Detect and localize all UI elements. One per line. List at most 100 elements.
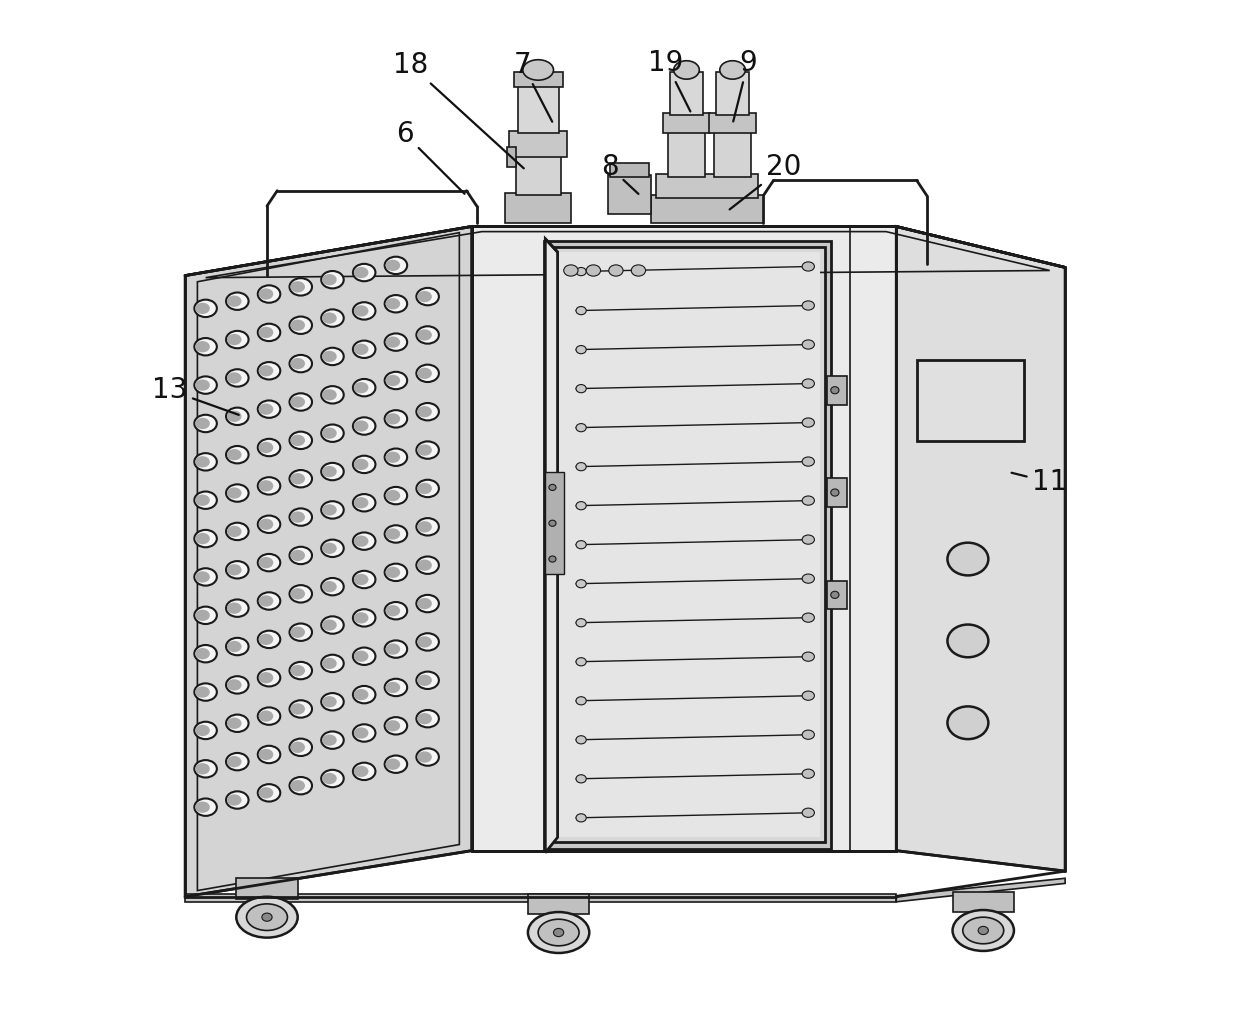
Ellipse shape [802, 808, 815, 818]
Ellipse shape [289, 585, 312, 602]
Ellipse shape [353, 303, 376, 320]
Ellipse shape [577, 385, 587, 393]
Ellipse shape [289, 662, 312, 679]
Ellipse shape [321, 578, 343, 595]
Ellipse shape [802, 731, 815, 740]
Bar [916, 359, 1024, 441]
Polygon shape [471, 227, 897, 851]
Ellipse shape [802, 418, 815, 427]
Ellipse shape [195, 760, 217, 778]
Ellipse shape [289, 355, 312, 372]
Ellipse shape [353, 264, 376, 281]
Polygon shape [610, 163, 649, 177]
Ellipse shape [226, 676, 248, 694]
Ellipse shape [802, 301, 815, 310]
Ellipse shape [631, 265, 646, 276]
Ellipse shape [417, 672, 439, 689]
Ellipse shape [386, 682, 401, 694]
Ellipse shape [195, 491, 217, 509]
Ellipse shape [195, 457, 210, 468]
Ellipse shape [417, 521, 432, 532]
Ellipse shape [290, 358, 305, 369]
Ellipse shape [417, 710, 439, 727]
Ellipse shape [290, 742, 305, 753]
Text: 18: 18 [393, 51, 523, 168]
Ellipse shape [258, 669, 280, 686]
Ellipse shape [259, 557, 273, 568]
Ellipse shape [227, 641, 242, 653]
Ellipse shape [577, 346, 587, 354]
Ellipse shape [577, 307, 587, 315]
Ellipse shape [195, 645, 217, 663]
Ellipse shape [384, 563, 407, 581]
Ellipse shape [237, 897, 298, 938]
Ellipse shape [195, 801, 210, 813]
Polygon shape [185, 894, 897, 902]
Ellipse shape [289, 509, 312, 525]
Text: 20: 20 [729, 153, 801, 209]
Ellipse shape [195, 418, 210, 429]
Ellipse shape [577, 619, 587, 627]
Polygon shape [897, 878, 1065, 902]
Ellipse shape [289, 739, 312, 756]
Ellipse shape [259, 672, 273, 683]
Ellipse shape [227, 564, 242, 576]
Polygon shape [513, 72, 563, 87]
Ellipse shape [802, 574, 815, 583]
Ellipse shape [322, 504, 337, 516]
Bar [952, 892, 1014, 912]
Ellipse shape [290, 665, 305, 676]
Ellipse shape [353, 344, 368, 355]
Bar [827, 376, 847, 404]
Ellipse shape [289, 777, 312, 794]
Polygon shape [670, 72, 703, 115]
Ellipse shape [353, 574, 368, 585]
Ellipse shape [321, 386, 343, 403]
Ellipse shape [353, 689, 368, 701]
Ellipse shape [321, 617, 343, 634]
Ellipse shape [577, 268, 587, 276]
Ellipse shape [417, 441, 439, 459]
Ellipse shape [577, 424, 587, 432]
Ellipse shape [290, 511, 305, 522]
Ellipse shape [322, 773, 337, 784]
Ellipse shape [258, 362, 280, 380]
Text: 13: 13 [153, 377, 239, 415]
Ellipse shape [577, 580, 587, 588]
Ellipse shape [290, 319, 305, 331]
Ellipse shape [322, 581, 337, 592]
Text: 6: 6 [397, 120, 465, 194]
Ellipse shape [195, 300, 217, 317]
Ellipse shape [353, 727, 368, 739]
Ellipse shape [384, 640, 407, 658]
Ellipse shape [802, 496, 815, 505]
Ellipse shape [195, 648, 210, 660]
Ellipse shape [258, 400, 280, 418]
Ellipse shape [386, 337, 401, 348]
Ellipse shape [195, 571, 210, 583]
Bar [556, 252, 820, 837]
Ellipse shape [290, 627, 305, 638]
Text: 11: 11 [1012, 468, 1068, 497]
Ellipse shape [195, 798, 217, 816]
Ellipse shape [353, 456, 376, 473]
Ellipse shape [195, 606, 217, 624]
Ellipse shape [417, 595, 439, 613]
Ellipse shape [259, 595, 273, 606]
Ellipse shape [417, 364, 439, 382]
Ellipse shape [802, 653, 815, 662]
Ellipse shape [384, 487, 407, 505]
Text: 7: 7 [515, 51, 552, 122]
Ellipse shape [577, 736, 587, 744]
Ellipse shape [227, 794, 242, 805]
Ellipse shape [386, 413, 401, 425]
Ellipse shape [417, 480, 439, 498]
Ellipse shape [353, 459, 368, 470]
Ellipse shape [802, 379, 815, 388]
Polygon shape [185, 227, 1065, 276]
Ellipse shape [353, 762, 376, 780]
Ellipse shape [386, 490, 401, 502]
Ellipse shape [226, 484, 248, 502]
Ellipse shape [195, 724, 210, 736]
Ellipse shape [417, 518, 439, 536]
